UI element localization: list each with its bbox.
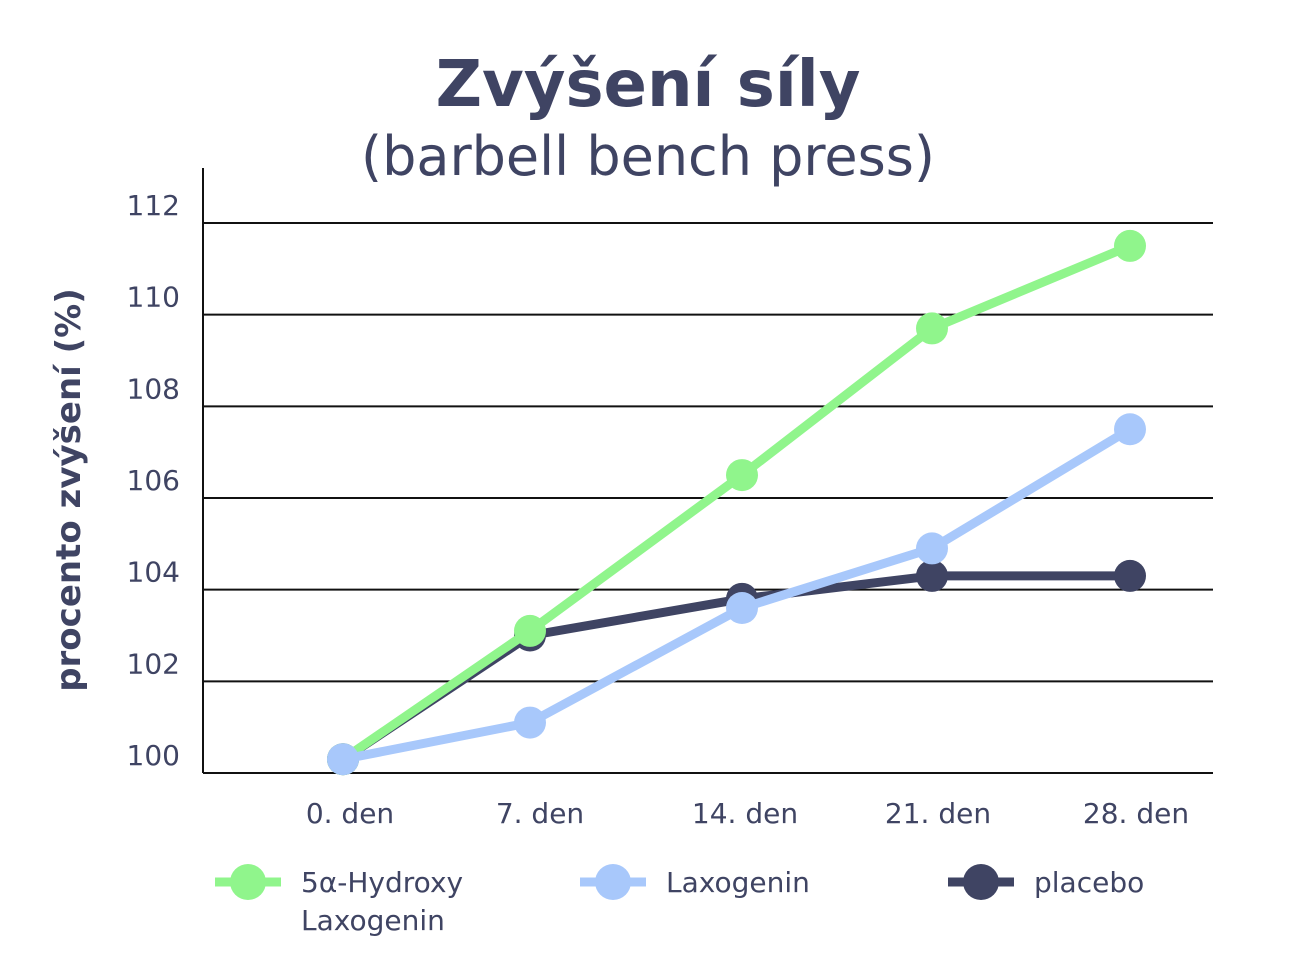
- legend-label: Laxogenin: [666, 866, 810, 899]
- y-tick-106: 106: [127, 464, 180, 497]
- data-point-0-4: [1114, 229, 1146, 262]
- data-point-0-2: [726, 459, 758, 492]
- grid-lines: [203, 222, 1213, 774]
- data-point-0-1: [514, 614, 546, 647]
- y-tick-108: 108: [127, 372, 180, 405]
- y-tick-104: 104: [127, 556, 180, 589]
- data-point-2-4: [1114, 559, 1146, 592]
- series-2: [327, 559, 1146, 776]
- legend-swatch-marker: [230, 864, 266, 900]
- chart-subtitle: (barbell bench press): [361, 125, 935, 188]
- legend: 5α-Hydroxy Laxogenin Laxogenin placebo: [215, 864, 1144, 937]
- y-tick-102: 102: [127, 647, 180, 680]
- legend-label: placebo: [1034, 866, 1144, 899]
- legend-item-1: Laxogenin: [580, 864, 810, 900]
- data-point-1-2: [726, 592, 758, 624]
- x-tick-labels: 0. den 7. den 14. den 21. den 28. den: [306, 797, 1189, 830]
- series-1: [327, 413, 1146, 776]
- data-point-1-4: [1114, 413, 1146, 446]
- chart-title: Zvýšení síly: [436, 48, 861, 122]
- series-lines: [327, 229, 1146, 776]
- y-tick-112: 112: [127, 189, 180, 222]
- legend-label: 5α-Hydroxy: [301, 866, 463, 899]
- data-point-0-3: [916, 312, 948, 345]
- legend-item-0: 5α-Hydroxy Laxogenin: [215, 864, 463, 937]
- y-tick-100: 100: [127, 739, 180, 772]
- data-point-1-0: [327, 743, 359, 776]
- data-point-1-3: [916, 532, 948, 565]
- x-tick-4: 28. den: [1083, 797, 1189, 830]
- y-tick-labels: 100 102 104 106 108 110 112: [127, 189, 180, 772]
- legend-item-2: placebo: [948, 864, 1144, 900]
- x-tick-3: 21. den: [885, 797, 991, 830]
- legend-label: Laxogenin: [301, 904, 445, 937]
- x-tick-0: 0. den: [306, 797, 394, 830]
- y-axis-label: procento zvýšení (%): [49, 288, 89, 692]
- legend-swatch-marker: [963, 864, 999, 900]
- legend-swatch-marker: [595, 864, 631, 900]
- y-tick-110: 110: [127, 281, 180, 314]
- data-point-2-3: [916, 559, 948, 592]
- data-point-1-1: [514, 706, 546, 739]
- x-tick-1: 7. den: [496, 797, 584, 830]
- x-tick-2: 14. den: [692, 797, 798, 830]
